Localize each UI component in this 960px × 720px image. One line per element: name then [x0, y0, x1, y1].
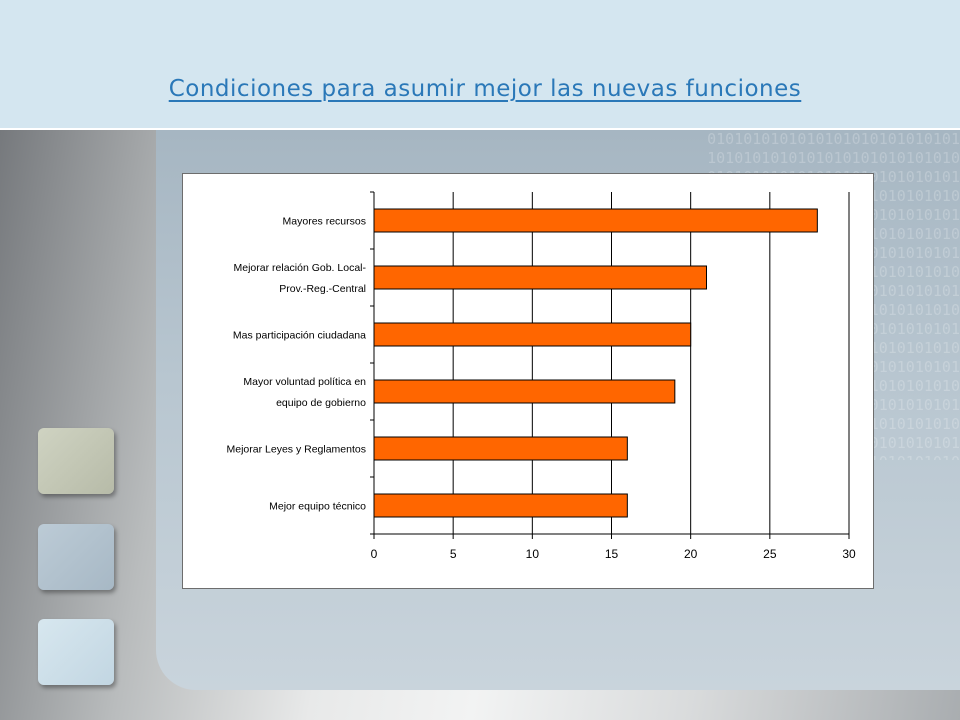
category-label-5: Mejor equipo técnico: [269, 501, 366, 513]
decorative-square-blue: [38, 524, 114, 590]
bar-3: [373, 379, 676, 404]
bar-1: [373, 265, 707, 290]
x-tick-label-4: 20: [684, 547, 698, 561]
x-tick-label-1: 5: [450, 547, 457, 561]
decorative-square-gray: [38, 428, 114, 494]
x-tick-label-3: 15: [605, 547, 619, 561]
chart-area: 0 5 10 15 20 25 30 Mayores recursos Mejorar rela…: [182, 173, 874, 589]
slide-header: [0, 0, 960, 130]
bar-chart: 0 5 10 15 20 25 30 Mayores recursos Mejorar rela…: [227, 191, 856, 561]
x-tick-label-0: 0: [371, 547, 378, 561]
category-label-3-line-1: equipo de gobierno: [276, 397, 366, 409]
category-label-0: Mayores recursos: [283, 216, 366, 228]
category-label-2: Mas participación ciudadana: [233, 330, 366, 342]
decorative-square-light-blue: [38, 619, 114, 685]
bar-2: [373, 322, 692, 347]
x-tick-label-2: 10: [526, 547, 540, 561]
category-label-1-line-0: Mejorar relación Gob. Local-: [234, 262, 367, 274]
x-tick-label-6: 30: [842, 547, 856, 561]
bar-0: [373, 208, 818, 233]
category-label-1-line-1: Prov.-Reg.-Central: [279, 283, 366, 295]
bar-4: [373, 436, 628, 461]
category-label-4: Mejorar Leyes y Reglamentos: [227, 444, 366, 456]
x-tick-label-5: 25: [763, 547, 777, 561]
category-label-3-line-0: Mayor voluntad política en: [243, 376, 366, 388]
slide-title: Condiciones para asumir mejor las nuevas…: [168, 76, 802, 102]
bar-5: [373, 493, 628, 518]
